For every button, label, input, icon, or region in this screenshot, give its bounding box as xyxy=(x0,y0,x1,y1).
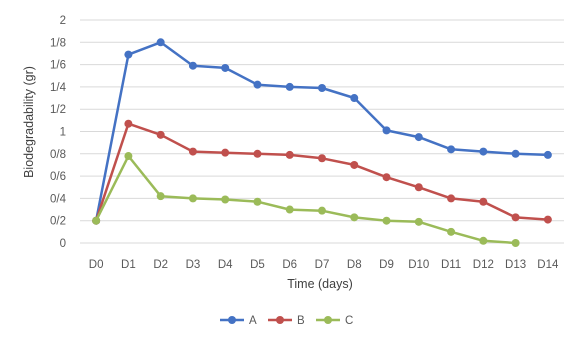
data-point xyxy=(285,150,294,159)
data-point xyxy=(382,173,391,182)
data-point xyxy=(92,216,101,225)
x-tick-label: D14 xyxy=(537,259,559,271)
x-tick-label: D12 xyxy=(473,259,494,271)
data-point xyxy=(188,194,197,203)
data-point xyxy=(253,149,262,158)
legend-label: A xyxy=(249,315,257,327)
data-point xyxy=(414,133,423,142)
y-axis-ticks: 0 0/2 0/4 0/6 0/8 1 1/2 1/4 1/6 1/8 2 xyxy=(50,15,67,250)
data-point xyxy=(511,239,520,247)
y-tick-label: 0 xyxy=(60,238,66,250)
data-point xyxy=(124,152,133,161)
legend-label: C xyxy=(345,315,353,327)
x-tick-label: D13 xyxy=(505,259,526,271)
y-tick-label: 1/4 xyxy=(50,82,67,94)
data-point xyxy=(414,217,423,226)
data-point xyxy=(156,38,165,47)
x-tick-label: D8 xyxy=(347,259,362,271)
data-point xyxy=(156,192,165,201)
x-tick-label: D6 xyxy=(282,259,297,271)
data-point xyxy=(511,149,520,158)
data-point xyxy=(350,94,359,103)
x-tick-label: D2 xyxy=(153,259,168,271)
series-lines xyxy=(92,38,552,247)
legend-item-c: C xyxy=(316,315,353,327)
data-point xyxy=(285,82,294,91)
legend-item-a: A xyxy=(220,315,257,327)
y-tick-label: 0/2 xyxy=(50,216,66,228)
y-tick-label: 2 xyxy=(60,15,66,27)
y-tick-label: 0/8 xyxy=(50,149,66,161)
data-point xyxy=(350,213,359,222)
data-point xyxy=(285,205,294,214)
data-point xyxy=(253,80,262,89)
x-axis-ticks: D0 D1 D2 D3 D4 D5 D6 D7 D8 D9 D10 D11 D12 D13 D14 xyxy=(89,259,559,271)
x-tick-label: D11 xyxy=(441,259,461,271)
data-point xyxy=(447,194,456,203)
data-point xyxy=(124,119,133,128)
y-tick-label: 1 xyxy=(60,127,66,139)
data-point xyxy=(188,61,197,70)
data-point xyxy=(447,227,456,236)
x-tick-label: D0 xyxy=(89,259,104,271)
data-point xyxy=(479,197,488,206)
data-point xyxy=(479,236,488,245)
data-point xyxy=(221,148,230,157)
x-axis-title: Time (days) xyxy=(287,277,353,291)
y-tick-label: 1/8 xyxy=(50,37,66,49)
x-tick-label: D7 xyxy=(315,259,330,271)
series-line-c xyxy=(94,154,516,245)
y-tick-label: 1/6 xyxy=(50,60,66,72)
x-tick-label: D4 xyxy=(218,259,233,271)
x-tick-label: D3 xyxy=(186,259,201,271)
data-point xyxy=(543,150,552,159)
x-tick-label: D10 xyxy=(408,259,429,271)
data-point xyxy=(382,216,391,225)
data-point xyxy=(447,145,456,154)
data-point xyxy=(479,147,488,156)
data-point xyxy=(382,126,391,135)
series-c xyxy=(92,152,520,247)
data-point xyxy=(253,197,262,206)
data-point xyxy=(188,147,197,156)
legend-swatch-marker xyxy=(276,316,284,324)
data-point xyxy=(414,183,423,192)
x-tick-label: D9 xyxy=(379,259,394,271)
legend: A B C xyxy=(220,315,353,327)
data-point xyxy=(124,50,133,59)
y-tick-label: 0/4 xyxy=(50,193,67,205)
y-axis-title: Biodegradability (gr) xyxy=(22,66,36,178)
data-point xyxy=(221,195,230,204)
legend-item-b: B xyxy=(268,315,305,327)
data-point xyxy=(156,130,165,139)
legend-swatch-marker xyxy=(228,316,236,324)
data-point xyxy=(543,215,552,224)
data-point xyxy=(318,154,326,163)
data-point xyxy=(511,213,520,222)
data-point xyxy=(318,84,326,93)
y-tick-label: 1/2 xyxy=(50,104,66,116)
y-tick-label: 0/6 xyxy=(50,171,66,183)
data-point xyxy=(318,206,326,215)
data-point xyxy=(350,160,359,169)
data-point xyxy=(221,63,230,72)
x-tick-label: D1 xyxy=(121,259,136,271)
x-tick-label: D5 xyxy=(250,259,265,271)
legend-swatch-marker xyxy=(324,316,332,324)
legend-label: B xyxy=(297,315,305,327)
series-line-b xyxy=(94,122,548,222)
